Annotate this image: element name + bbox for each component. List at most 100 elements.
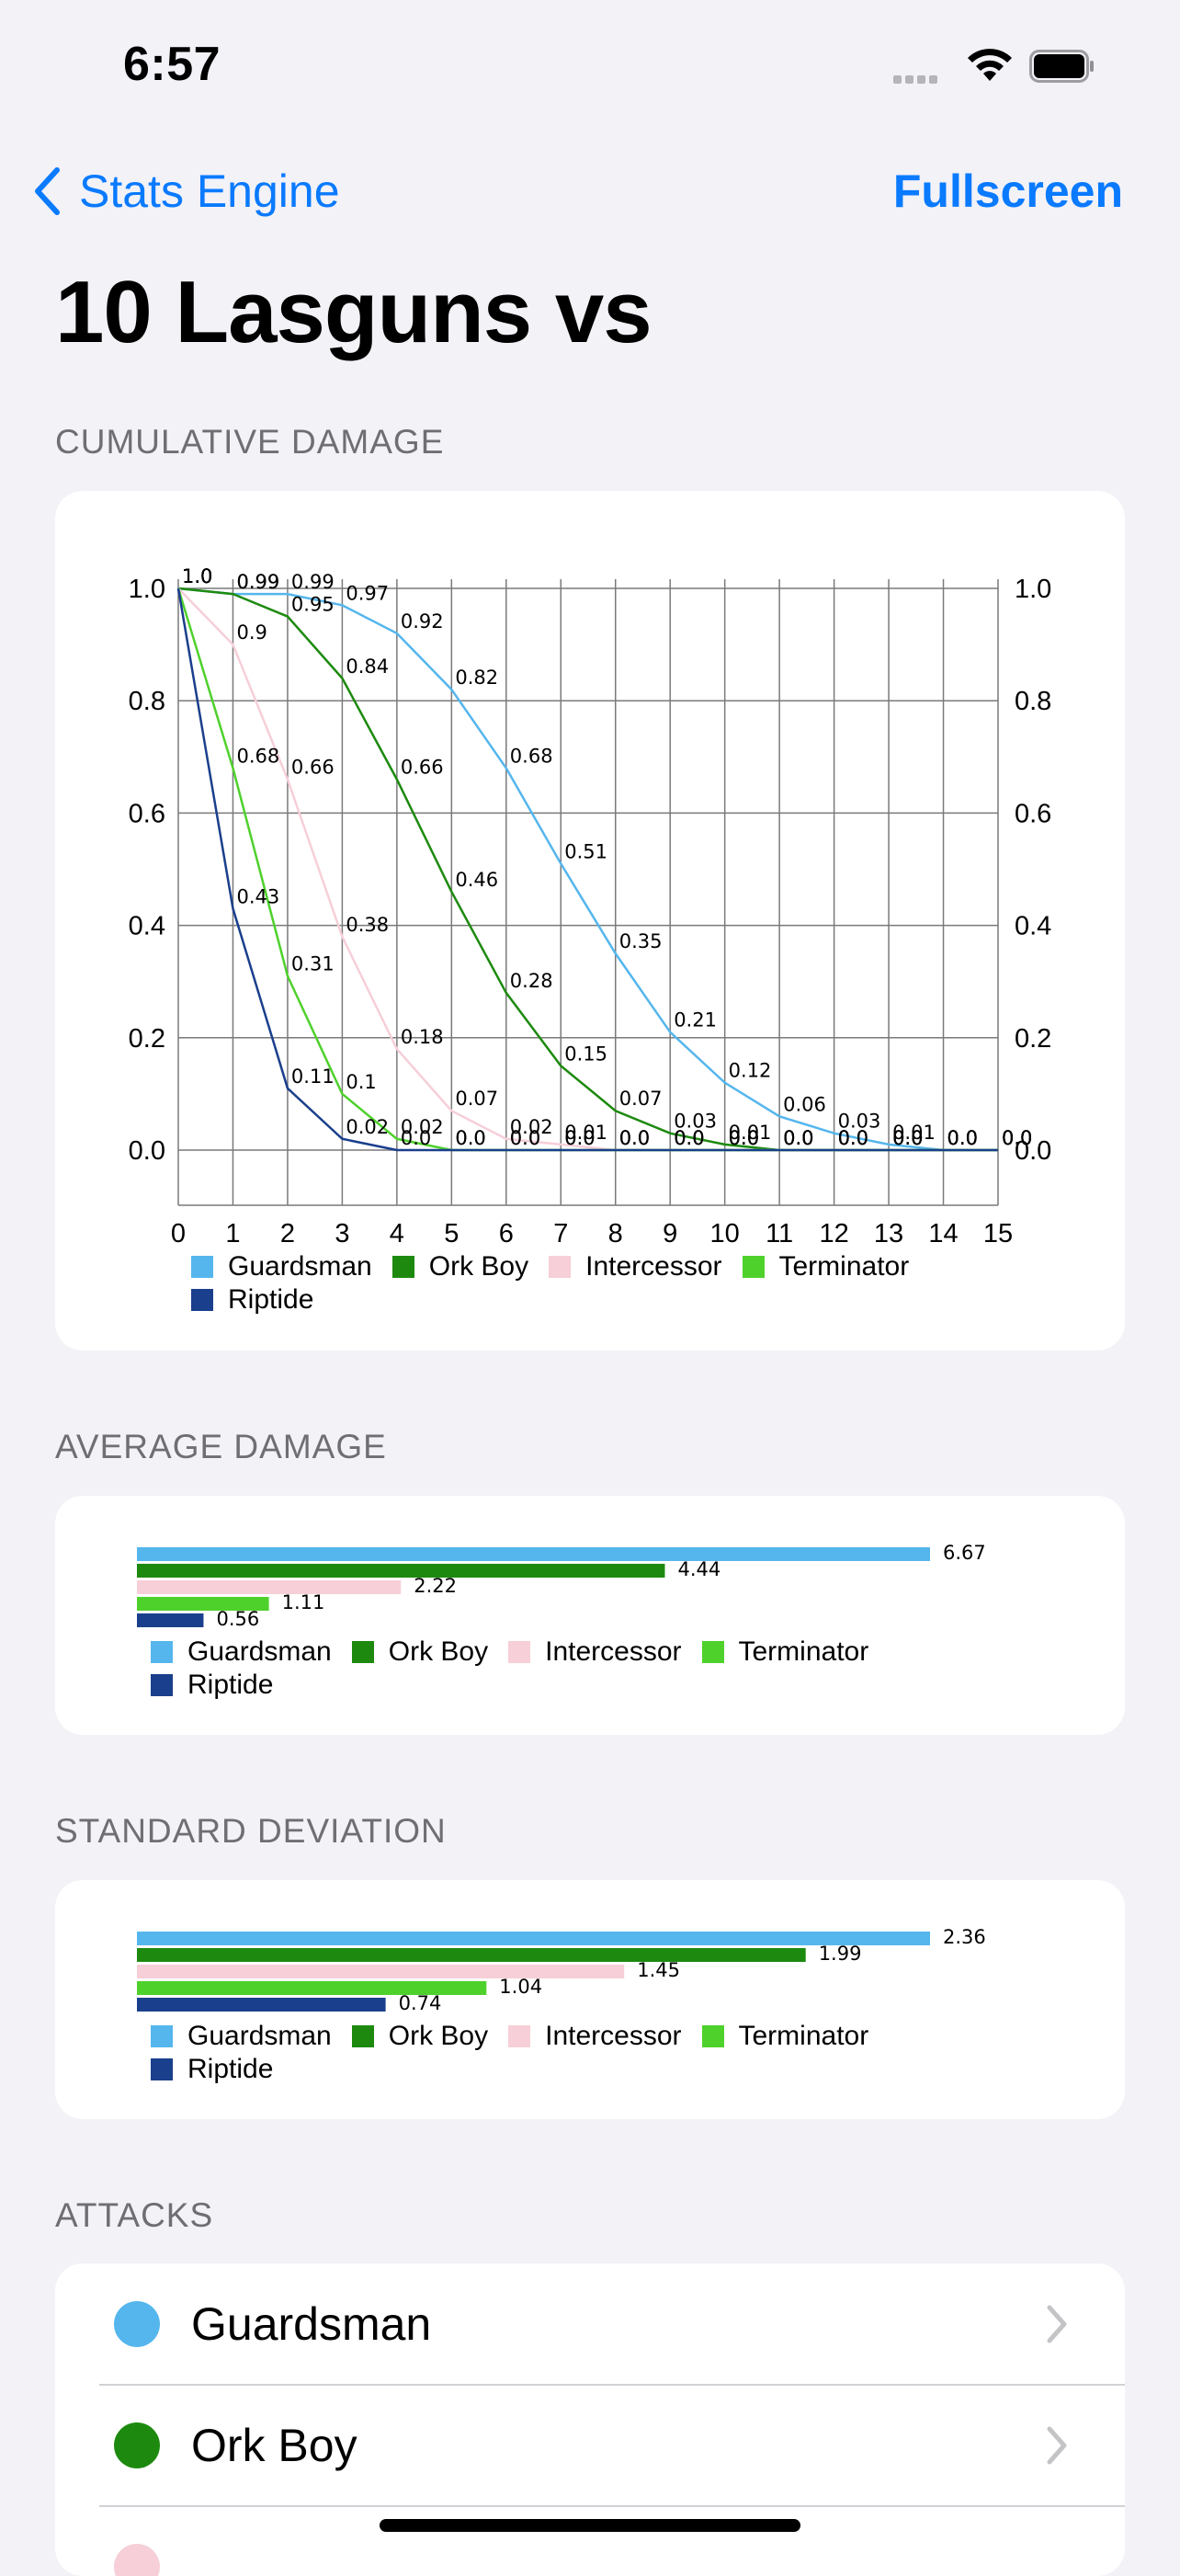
bar xyxy=(137,1981,487,1995)
bar xyxy=(137,1613,204,1627)
data-label: 0.21 xyxy=(674,1009,717,1032)
data-label: 0.92 xyxy=(401,610,444,633)
data-label: 0.0 xyxy=(619,1127,650,1149)
data-label: 0.9 xyxy=(236,621,267,644)
back-button[interactable]: Stats Engine xyxy=(33,164,340,219)
legend-swatch xyxy=(742,1256,765,1278)
legend-item-ork-boy: Ork Boy xyxy=(391,1251,528,1282)
legend-swatch xyxy=(151,2025,173,2047)
bar-value-label: 2.36 xyxy=(943,1926,986,1948)
data-label: 0.01 xyxy=(729,1122,772,1144)
bar-value-label: 1.11 xyxy=(282,1591,325,1613)
legend-swatch xyxy=(151,1641,173,1663)
legend-swatch xyxy=(391,1256,414,1278)
data-label: 0.66 xyxy=(291,757,335,779)
bar xyxy=(137,1948,806,1962)
data-label: 0.02 xyxy=(510,1116,553,1138)
legend-swatch xyxy=(701,1641,724,1663)
legend-item-guardsman: Guardsman xyxy=(191,1251,372,1282)
y-tick-label-left: 0.0 xyxy=(129,1136,165,1166)
legend-swatch xyxy=(151,1674,173,1696)
data-label: 0.0 xyxy=(947,1127,978,1149)
data-label: 0.82 xyxy=(455,667,498,689)
data-label: 0.38 xyxy=(346,914,389,936)
legend-item-riptide: Riptide xyxy=(191,1284,313,1316)
data-label: 0.1 xyxy=(346,1071,376,1093)
color-dot xyxy=(114,2422,160,2468)
legend-item-terminator: Terminator xyxy=(701,2021,868,2052)
x-tick-label: 7 xyxy=(553,1219,568,1248)
legend-item-riptide: Riptide xyxy=(151,2054,273,2085)
x-tick-label: 9 xyxy=(663,1219,677,1248)
data-label: 0.0 xyxy=(1002,1127,1032,1149)
data-label: 0.0 xyxy=(510,1127,540,1149)
list-item-ork-boy[interactable]: Ork Boy xyxy=(55,2385,1125,2506)
chevron-right-icon xyxy=(1047,2305,1067,2343)
y-tick-label-left: 0.6 xyxy=(129,799,165,828)
data-label: 0.0 xyxy=(947,1127,978,1149)
data-label: 0.0 xyxy=(1002,1127,1032,1149)
data-label: 1.0 xyxy=(182,565,212,587)
legend-item-terminator: Terminator xyxy=(701,1636,868,1668)
x-tick-label: 1 xyxy=(225,1219,240,1248)
data-label: 0.0 xyxy=(783,1127,813,1149)
data-label: 0.0 xyxy=(838,1127,868,1149)
data-label: 0.0 xyxy=(892,1127,923,1149)
y-tick-label-left: 0.8 xyxy=(129,687,165,716)
legend-item-ork-boy: Ork Boy xyxy=(351,1636,488,1668)
bar-value-label: 1.99 xyxy=(819,1943,862,1965)
list-item-guardsman[interactable]: Guardsman xyxy=(55,2263,1125,2385)
data-label: 0.97 xyxy=(346,582,389,604)
cellular-signal-icon xyxy=(893,72,941,88)
bar xyxy=(137,1932,930,1945)
home-indicator[interactable] xyxy=(380,2519,800,2532)
x-tick-label: 3 xyxy=(335,1219,349,1248)
data-label: 0.0 xyxy=(401,1127,431,1149)
legend-swatch xyxy=(191,1289,213,1311)
data-label: 0.95 xyxy=(291,594,335,616)
x-tick-label: 2 xyxy=(280,1219,295,1248)
data-label: 0.0 xyxy=(564,1127,595,1149)
divider xyxy=(99,2384,1125,2386)
fullscreen-button[interactable]: Fullscreen xyxy=(892,165,1123,217)
bar xyxy=(137,1564,665,1578)
data-label: 0.0 xyxy=(783,1127,813,1149)
chart-legend: Guardsman Ork Boy Intercessor Terminator… xyxy=(151,1636,889,1702)
data-label: 1.0 xyxy=(182,565,212,587)
chart-legend: Guardsman Ork Boy Intercessor Terminator… xyxy=(191,1250,929,1316)
data-label: 0.0 xyxy=(783,1127,813,1149)
data-label: 0.0 xyxy=(674,1127,704,1149)
y-tick-label-right: 0.8 xyxy=(1015,687,1051,716)
y-tick-label-left: 1.0 xyxy=(129,575,165,604)
data-label: 0.03 xyxy=(838,1111,881,1133)
data-label: 0.0 xyxy=(729,1127,759,1149)
y-tick-label-right: 0.6 xyxy=(1015,799,1051,828)
x-tick-label: 10 xyxy=(710,1219,740,1248)
data-label: 0.0 xyxy=(564,1127,595,1149)
data-label: 0.35 xyxy=(619,930,663,952)
bar-value-label: 4.44 xyxy=(677,1558,720,1580)
data-label: 0.0 xyxy=(729,1127,759,1149)
data-label: 1.0 xyxy=(182,565,212,587)
data-label: 0.0 xyxy=(838,1127,868,1149)
data-label: 1.0 xyxy=(182,565,212,587)
bar-value-label: 1.45 xyxy=(637,1959,680,1981)
bar-value-label: 6.67 xyxy=(943,1542,986,1564)
data-label: 0.0 xyxy=(892,1127,923,1149)
data-label: 0.99 xyxy=(291,571,335,593)
cumulative-damage-card: 0.0 0.0 0.2 0.2 0.4 0.4 0.6 0.6 0.8 0.8 1.0 1.0 0 1 2 3… xyxy=(55,491,1125,1351)
status-bar: 6:57 xyxy=(0,0,1180,129)
data-label: 0.0 xyxy=(947,1127,978,1149)
data-label: 0.0 xyxy=(838,1127,868,1149)
y-tick-label-right: 1.0 xyxy=(1015,575,1051,604)
data-label: 0.51 xyxy=(564,840,607,862)
legend-item-guardsman: Guardsman xyxy=(151,1636,332,1668)
legend-swatch xyxy=(701,2025,724,2047)
data-label: 0.0 xyxy=(619,1127,650,1149)
list-item-intercessor[interactable] xyxy=(55,2506,1125,2576)
y-tick-label-right: 0.0 xyxy=(1015,1136,1051,1166)
section-header-stddev: STANDARD DEVIATION xyxy=(55,1812,447,1850)
color-dot xyxy=(114,2544,160,2576)
legend-swatch xyxy=(351,2025,374,2047)
cumulative-damage-chart: 0.0 0.00.2 0.20.4 0.40.6 0.60.8 0.81.0 1.00 1 2 3… xyxy=(129,565,1052,1248)
